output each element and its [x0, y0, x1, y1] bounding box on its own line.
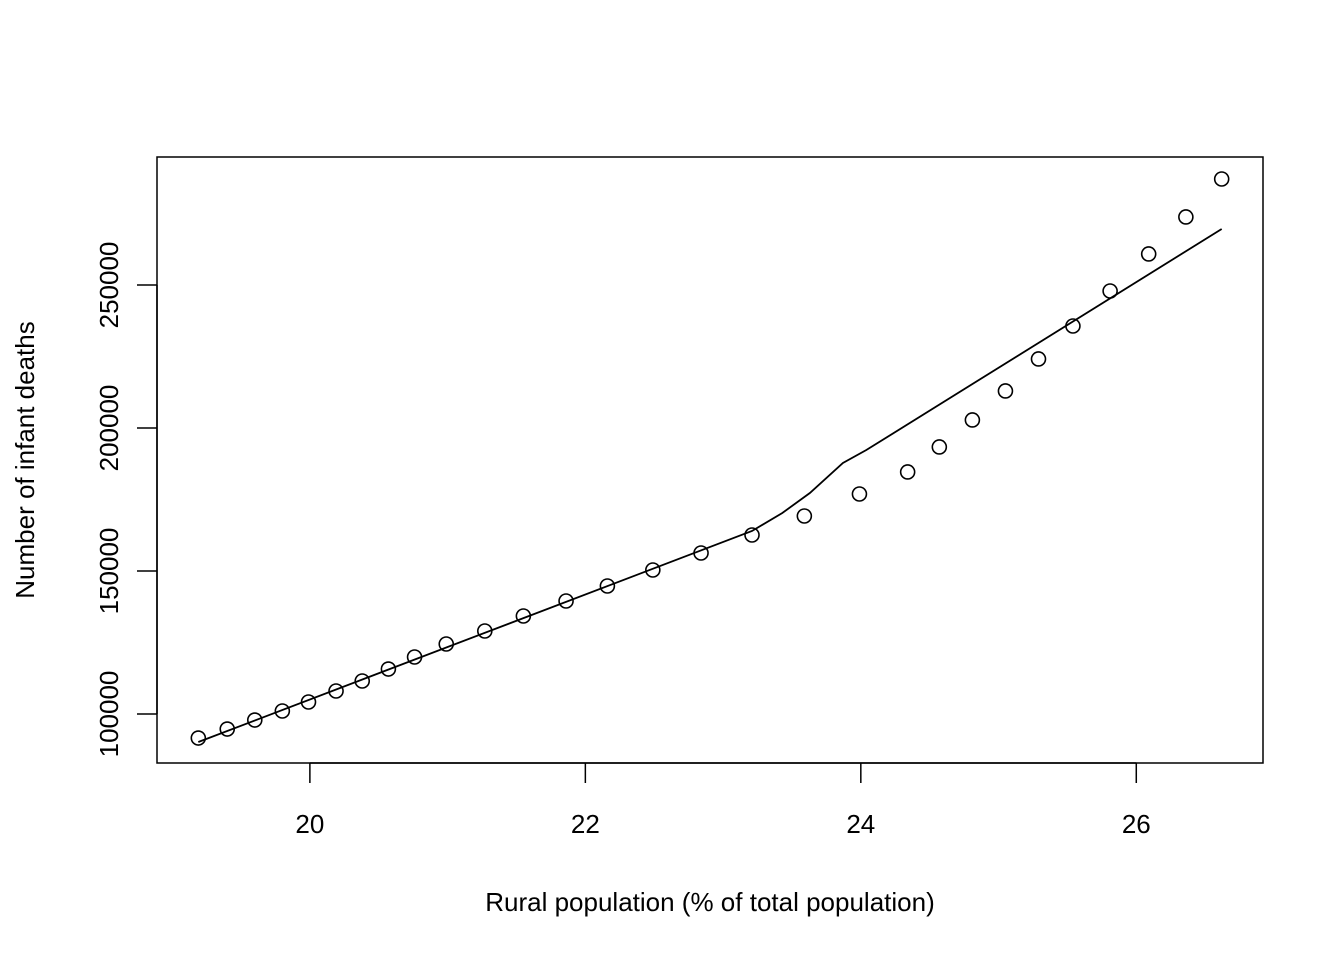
data-point	[1213, 171, 1230, 187]
y-tick-label: 250000	[94, 242, 124, 329]
x-axis: 20 22 24 26	[295, 762, 1151, 839]
plot-marks	[190, 171, 1230, 746]
data-point	[997, 383, 1014, 399]
data-point	[190, 730, 207, 746]
y-axis-label: Number of infant deaths	[10, 321, 40, 599]
data-point	[796, 508, 813, 524]
data-point	[851, 486, 868, 502]
plot-frame	[156, 156, 1264, 764]
x-tick-label: 22	[571, 809, 600, 839]
data-point	[274, 703, 291, 719]
data-point	[1030, 351, 1047, 367]
data-point	[1178, 209, 1194, 225]
data-point	[354, 673, 371, 689]
y-tick-label: 150000	[94, 528, 124, 615]
data-point	[744, 527, 760, 543]
data-point	[1140, 246, 1157, 262]
x-tick-label: 20	[295, 809, 324, 839]
data-point	[246, 712, 263, 728]
data-point	[599, 578, 616, 594]
x-tick-label: 26	[1122, 809, 1151, 839]
data-point	[645, 562, 661, 578]
y-tick-label: 200000	[94, 385, 124, 472]
y-tick-label: 100000	[94, 671, 124, 758]
data-point	[931, 439, 948, 455]
data-point	[558, 593, 574, 609]
data-point	[380, 661, 397, 677]
y-axis: 100000 150000 200000 250000	[94, 242, 158, 758]
data-point	[328, 683, 344, 699]
x-tick-label: 24	[846, 809, 875, 839]
x-axis-label: Rural population (% of total population)	[485, 887, 935, 917]
data-point	[899, 464, 916, 480]
data-point	[964, 412, 981, 428]
fitted-line	[197, 228, 1223, 743]
